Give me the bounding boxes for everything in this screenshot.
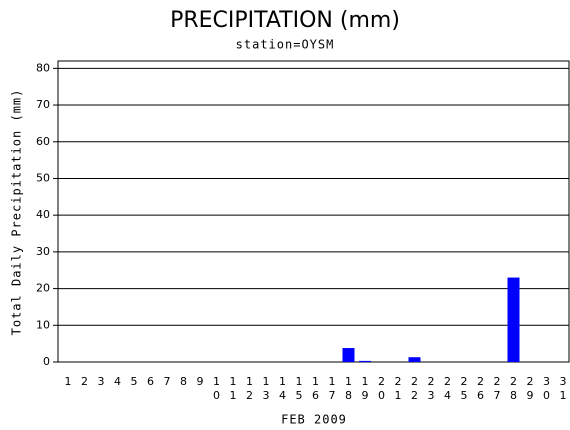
bar [342, 348, 355, 362]
y-tick-label: 0 [43, 355, 50, 368]
x-axis-label: FEB 2009 [281, 413, 347, 427]
x-tick-label: 2 [81, 375, 88, 388]
y-tick-label: 20 [36, 282, 50, 295]
y-tick-label: 10 [36, 318, 50, 331]
plot-frame [57, 60, 570, 363]
y-tick-label: 70 [36, 98, 50, 111]
y-tick-label: 30 [36, 245, 50, 258]
x-tick-label: 5 [131, 375, 138, 388]
chart-title: PRECIPITATION (mm) [170, 8, 400, 33]
x-tick-label: 7 [164, 375, 171, 388]
y-tick-label: 50 [36, 171, 50, 184]
x-tick-label: 1 [65, 375, 72, 388]
x-tick-label: 6 [147, 375, 154, 388]
bar [507, 277, 520, 362]
x-tick-label: 9 [197, 375, 204, 388]
chart-subtitle: station=OYSM [236, 38, 335, 52]
bar [359, 360, 371, 362]
x-tick-label: 4 [114, 375, 121, 388]
y-tick-label: 80 [36, 61, 50, 74]
bar [408, 357, 421, 362]
x-tick-label: 3 [98, 375, 105, 388]
y-axis-label: Total Daily Precipitation (mm) [10, 89, 24, 336]
x-tick-label: 8 [180, 375, 187, 388]
y-tick-label: 60 [36, 135, 50, 148]
y-tick-label: 40 [36, 208, 50, 221]
